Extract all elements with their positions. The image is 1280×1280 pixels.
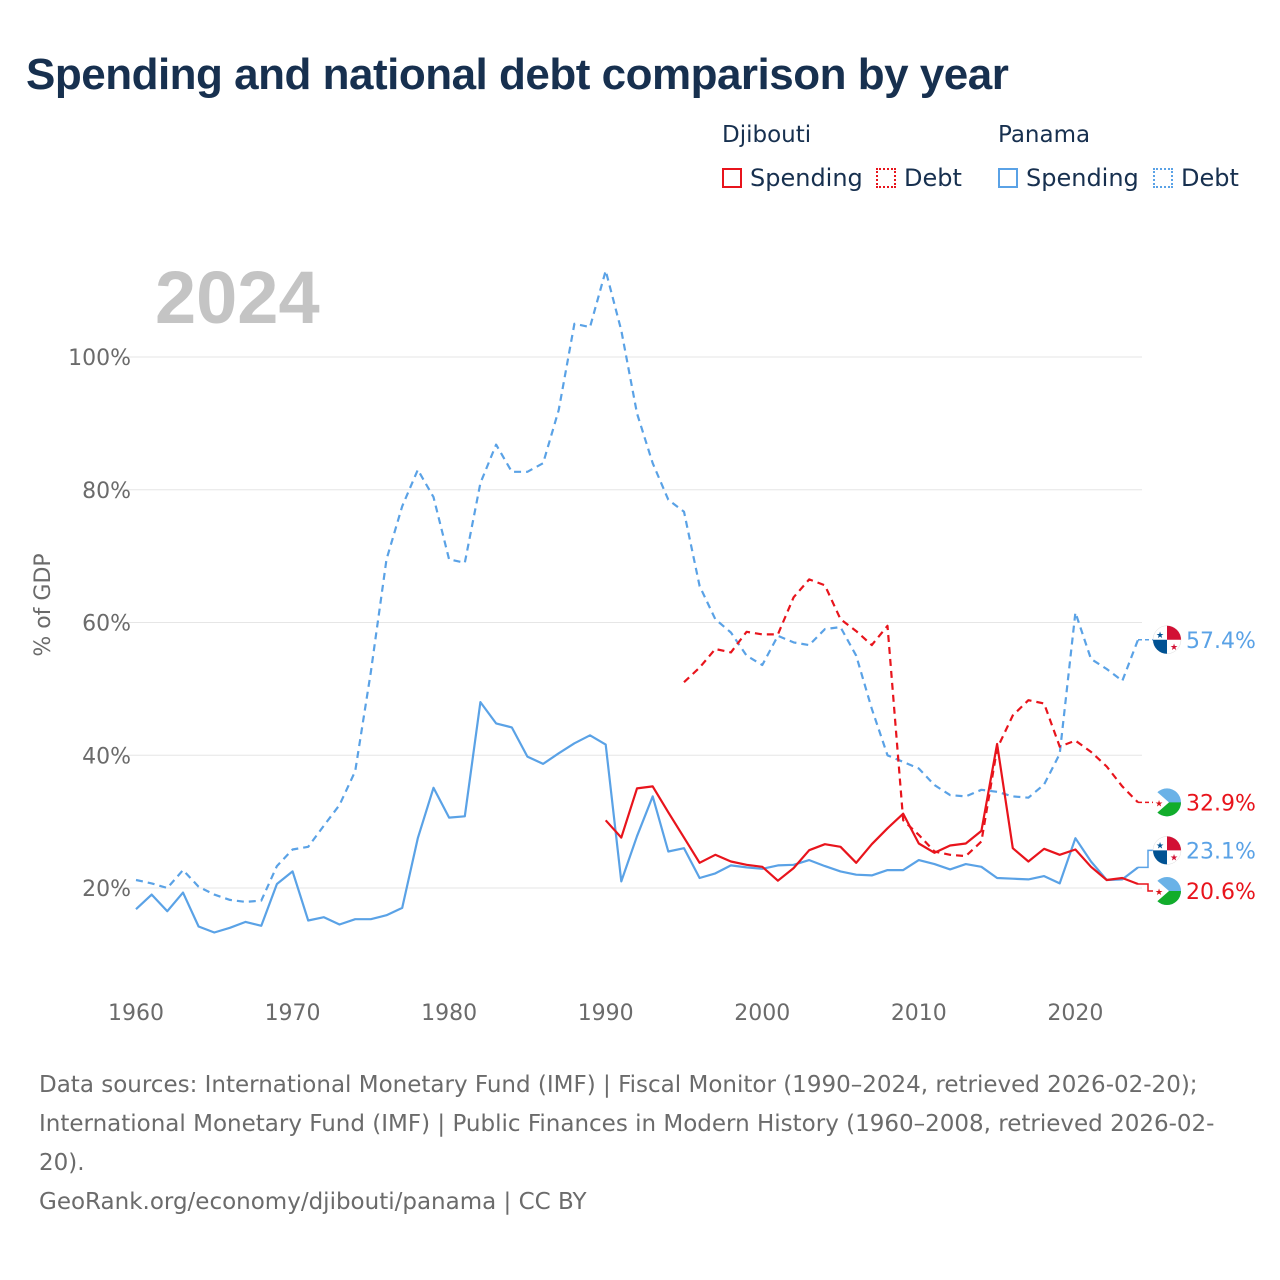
x-tick-label: 2020	[1047, 1001, 1103, 1026]
djibouti-flag-icon: ★	[1153, 877, 1181, 906]
flag-quarter-red	[1167, 625, 1181, 640]
panama-flag-icon: ★★	[1152, 836, 1182, 865]
legend-djibouti-spending[interactable]: Spending	[722, 164, 863, 192]
y-axis-ticks: 20% 40% 60% 80% 100%	[68, 346, 131, 902]
flag-quarter-blue	[1153, 850, 1167, 865]
flag-star: ★	[1155, 799, 1163, 809]
end-connector	[1138, 849, 1154, 869]
flag-triangle	[1153, 877, 1169, 906]
djibouti-spending-line	[604, 742, 1139, 886]
y-tick-label: 80%	[82, 479, 131, 504]
panama-spending-end-label: 23.1%	[1186, 839, 1256, 864]
flag-quarter-red	[1167, 836, 1181, 851]
x-tick-label: 2010	[891, 1001, 947, 1026]
panama-debt-end-label: 57.4%	[1186, 629, 1256, 654]
x-tick-label: 1960	[108, 1001, 164, 1026]
chart-title: Spending and national debt comparison by…	[26, 50, 1009, 99]
legend-label: Debt	[904, 164, 962, 192]
attribution-link[interactable]: GeoRank.org/economy/djibouti/panama | CC…	[39, 1189, 587, 1215]
data-sources: Data sources: International Monetary Fun…	[39, 1072, 1215, 1176]
swatch-dotted-red	[876, 168, 896, 188]
djibouti-flag-icon: ★	[1153, 788, 1181, 817]
djibouti-debt-line	[683, 578, 1139, 858]
flag-quarter-blue	[1153, 639, 1167, 654]
legend-country-panama: Panama	[998, 122, 1091, 148]
legend-country-djibouti: Djibouti	[722, 122, 812, 148]
end-markers: ★★ 57.4%★★ 23.1%★ 32.9%★ 20.6%	[1138, 625, 1256, 906]
year-watermark: 2024	[155, 256, 320, 339]
flag-star: ★	[1170, 643, 1178, 653]
legend-label: Debt	[1181, 164, 1239, 192]
flag-star: ★	[1155, 888, 1163, 898]
gridlines	[118, 356, 1142, 889]
panama-flag-icon: ★★	[1152, 625, 1182, 655]
panama-debt-line	[135, 269, 1140, 903]
series-lines	[135, 269, 1140, 934]
swatch-solid-blue	[998, 168, 1018, 188]
djibouti-spending-end-label: 20.6%	[1186, 880, 1256, 905]
x-tick-label: 1990	[578, 1001, 634, 1026]
flag-star: ★	[1156, 631, 1164, 641]
swatch-dotted-blue	[1153, 168, 1173, 188]
legend-panama-debt[interactable]: Debt	[1153, 164, 1239, 192]
y-tick-label: 60%	[82, 612, 131, 637]
legend-label: Spending	[750, 164, 863, 192]
x-tick-label: 1970	[265, 1001, 321, 1026]
end-connector	[1138, 883, 1154, 892]
line-chart: 2024 20% 40% 60% 80% 100% 1960 1970 1980 1990 20…	[31, 256, 1256, 1026]
y-tick-label: 40%	[82, 744, 131, 769]
x-axis-ticks: 1960 1970 1980 1990 2000 2010 2020	[108, 1001, 1103, 1026]
x-tick-label: 1980	[421, 1001, 477, 1026]
y-axis-label: % of GDP	[31, 553, 56, 656]
djibouti-debt-end-label: 32.9%	[1186, 791, 1256, 816]
legend-panama-spending[interactable]: Spending	[998, 164, 1139, 192]
y-tick-label: 20%	[82, 877, 131, 902]
legend-label: Spending	[1026, 164, 1139, 192]
swatch-solid-red	[722, 168, 742, 188]
panama-spending-line	[135, 701, 1139, 934]
x-tick-label: 2000	[734, 1001, 790, 1026]
flag-star: ★	[1156, 841, 1164, 851]
flag-triangle	[1153, 788, 1169, 817]
flag-star: ★	[1170, 853, 1178, 863]
footer: Data sources: International Monetary Fun…	[39, 1066, 1239, 1222]
legend-djibouti-debt[interactable]: Debt	[876, 164, 962, 192]
y-tick-label: 100%	[68, 346, 131, 371]
